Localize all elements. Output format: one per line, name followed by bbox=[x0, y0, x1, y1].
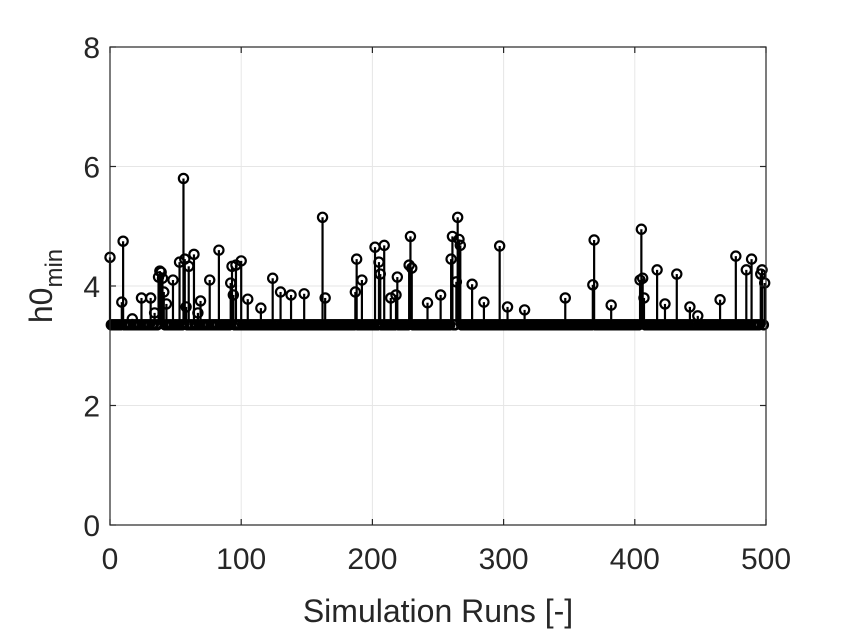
data-point bbox=[635, 223, 648, 235]
data-point bbox=[183, 260, 195, 272]
data-point bbox=[518, 304, 531, 316]
data-point bbox=[225, 277, 237, 289]
data-markers bbox=[104, 172, 771, 331]
y-axis-label-subscript: min bbox=[41, 249, 68, 288]
data-point bbox=[156, 272, 169, 284]
data-point bbox=[378, 239, 390, 252]
x-tick-labels: 0 100 200 300 400 500 bbox=[102, 543, 791, 576]
data-point bbox=[227, 289, 240, 301]
x-axis-label: Simulation Runs [-] bbox=[303, 593, 573, 629]
data-point bbox=[160, 298, 173, 310]
x-tick-label: 400 bbox=[610, 543, 660, 576]
data-point bbox=[194, 295, 207, 307]
x-tick-label: 300 bbox=[479, 543, 529, 576]
data-point bbox=[192, 307, 204, 319]
data-point bbox=[235, 255, 247, 267]
data-point bbox=[753, 319, 766, 331]
data-point bbox=[274, 286, 287, 298]
data-point bbox=[478, 296, 490, 308]
y-tick-label: 0 bbox=[83, 510, 100, 543]
data-point bbox=[285, 289, 297, 301]
data-point bbox=[758, 277, 771, 289]
data-point bbox=[740, 264, 753, 276]
data-point bbox=[180, 301, 192, 313]
data-point bbox=[454, 239, 467, 252]
data-point bbox=[242, 293, 254, 305]
data-point bbox=[213, 244, 225, 256]
data-point bbox=[466, 278, 478, 290]
data-point bbox=[188, 248, 200, 261]
data-point bbox=[605, 299, 617, 311]
data-point bbox=[266, 272, 279, 284]
data-point bbox=[587, 279, 599, 291]
data-point bbox=[298, 288, 310, 300]
data-point bbox=[756, 264, 768, 276]
data-point bbox=[745, 253, 758, 265]
data-point bbox=[638, 292, 650, 304]
data-point bbox=[406, 262, 418, 274]
y-tick-label: 2 bbox=[83, 391, 100, 424]
data-point bbox=[155, 266, 167, 278]
data-point bbox=[636, 272, 649, 284]
data-point bbox=[319, 292, 331, 304]
data-point bbox=[167, 274, 179, 286]
y-tick-label: 4 bbox=[83, 271, 100, 304]
data-point bbox=[451, 211, 464, 223]
data-point bbox=[404, 230, 417, 243]
data-point bbox=[117, 235, 129, 247]
data-point bbox=[144, 292, 157, 304]
y-axis-label: h0min bbox=[23, 249, 68, 323]
data-point bbox=[148, 307, 161, 319]
y-axis-label-main: h0 bbox=[23, 288, 59, 324]
data-point bbox=[177, 172, 190, 185]
data-point bbox=[446, 230, 459, 243]
data-point bbox=[659, 298, 671, 310]
data-point bbox=[434, 289, 447, 301]
data-point bbox=[588, 234, 600, 246]
axis-ticks bbox=[109, 46, 767, 526]
y-tick-label: 8 bbox=[83, 32, 100, 65]
data-point bbox=[151, 319, 163, 331]
data-point bbox=[757, 319, 770, 331]
data-point bbox=[651, 264, 663, 276]
x-tick-label: 100 bbox=[216, 543, 266, 576]
data-point bbox=[391, 271, 404, 283]
data-point bbox=[450, 276, 463, 288]
x-tick-label: 0 bbox=[102, 543, 119, 576]
data-point bbox=[349, 286, 362, 298]
data-point bbox=[421, 297, 434, 309]
data-point bbox=[356, 274, 368, 286]
data-point bbox=[350, 253, 363, 265]
x-tick-label: 200 bbox=[347, 543, 397, 576]
data-point bbox=[204, 274, 216, 286]
data-point bbox=[316, 211, 329, 223]
data-point bbox=[493, 240, 506, 252]
data-point bbox=[444, 319, 456, 331]
data-point bbox=[559, 292, 571, 304]
y-tick-labels: 0 2 4 6 8 bbox=[83, 32, 100, 543]
data-point bbox=[158, 286, 170, 298]
data-point bbox=[671, 268, 683, 280]
data-point bbox=[714, 294, 726, 306]
data-point bbox=[390, 289, 402, 301]
data-point bbox=[445, 253, 457, 265]
data-point bbox=[684, 301, 696, 313]
data-point bbox=[374, 268, 386, 280]
data-point bbox=[255, 302, 267, 314]
data-point bbox=[373, 256, 385, 268]
x-tick-label: 500 bbox=[741, 543, 791, 576]
data-point bbox=[501, 301, 514, 313]
data-point bbox=[403, 259, 415, 271]
data-point bbox=[730, 250, 742, 262]
y-tick-label: 6 bbox=[83, 152, 100, 185]
data-point bbox=[453, 233, 465, 246]
data-point bbox=[116, 296, 128, 308]
